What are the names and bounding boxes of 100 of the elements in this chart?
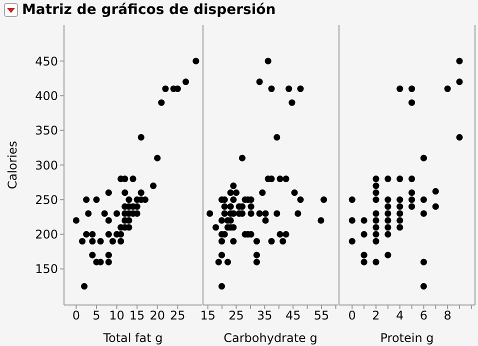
point: [384, 210, 392, 217]
point: [80, 282, 88, 290]
point: [420, 154, 427, 162]
x-tick-label: 10: [109, 308, 124, 323]
point: [372, 210, 380, 217]
x-tick-label: 8: [444, 308, 452, 323]
y-tick-label: 400: [35, 88, 58, 103]
y-tick-label: 250: [35, 192, 58, 207]
point: [396, 217, 404, 224]
point: [158, 99, 165, 106]
point: [348, 217, 356, 224]
point: [113, 210, 120, 217]
point: [89, 231, 96, 238]
point: [384, 252, 392, 258]
point: [72, 217, 80, 224]
x-tick-label: 45: [285, 308, 301, 323]
point: [372, 182, 380, 190]
point: [97, 238, 104, 245]
point: [396, 85, 404, 92]
point: [384, 224, 392, 231]
point: [138, 134, 144, 141]
point: [408, 85, 416, 92]
point: [122, 189, 128, 196]
y-tick-label: 200: [35, 228, 58, 242]
point: [348, 238, 356, 245]
point: [384, 231, 392, 238]
point: [162, 85, 169, 92]
point: [105, 258, 112, 266]
point: [396, 176, 404, 182]
point: [420, 210, 427, 217]
point: [420, 258, 427, 266]
x-tick-label: 0: [72, 308, 80, 323]
x-tick-label: 15: [200, 308, 216, 323]
point: [138, 189, 144, 196]
point: [384, 217, 392, 224]
point: [384, 196, 392, 203]
point: [348, 196, 356, 203]
x-tick-label: 25: [170, 308, 186, 323]
point: [360, 258, 368, 266]
point: [384, 203, 392, 210]
point: [456, 134, 463, 141]
point: [372, 189, 380, 196]
point: [89, 252, 96, 258]
point: [105, 231, 112, 238]
point: [130, 176, 136, 182]
x-axis-title: Carbohydrate g: [224, 331, 318, 345]
x-tick-label: 20: [150, 308, 165, 323]
point: [372, 196, 380, 203]
point: [89, 238, 96, 245]
point: [372, 238, 380, 245]
chart-title: Matriz de gráficos de dispersión: [22, 2, 276, 18]
x-tick-label: 2: [372, 308, 380, 323]
point: [408, 176, 416, 182]
x-axis-title: Protein g: [380, 331, 434, 345]
point: [150, 182, 157, 190]
point: [396, 210, 404, 217]
x-axis-title: Total fat g: [102, 331, 163, 345]
x-tick-label: 6: [420, 308, 428, 323]
point: [372, 231, 380, 238]
y-tick-label: 450: [35, 54, 58, 68]
x-tick-label: 0: [348, 308, 356, 323]
point: [109, 238, 116, 245]
point: [396, 224, 404, 231]
x-tick-label: 5: [92, 308, 100, 323]
x-tick-label: 4: [396, 308, 404, 323]
point: [83, 196, 90, 203]
x-tick-label: 35: [257, 308, 272, 323]
point: [360, 231, 368, 238]
point: [126, 196, 132, 203]
point: [408, 189, 416, 196]
y-axis-title: Calories: [5, 140, 20, 190]
point: [85, 210, 92, 217]
y-tick-label: 350: [35, 124, 58, 138]
point: [372, 258, 380, 266]
point: [360, 252, 368, 258]
point: [105, 217, 112, 224]
point: [126, 217, 132, 224]
point: [432, 188, 439, 195]
point: [372, 224, 380, 231]
y-tick-label: 150: [35, 262, 58, 276]
point: [456, 78, 463, 86]
point: [444, 85, 451, 92]
point: [396, 203, 404, 210]
point: [126, 224, 132, 231]
point: [408, 99, 416, 106]
y-tick-label: 300: [35, 158, 58, 172]
x-tick-label: 15: [129, 308, 145, 323]
point: [118, 238, 124, 245]
point: [396, 196, 404, 203]
point: [384, 176, 392, 182]
point: [360, 217, 368, 224]
point: [372, 217, 380, 224]
point: [118, 231, 124, 238]
point: [83, 231, 90, 238]
point: [101, 210, 108, 217]
point: [78, 238, 86, 245]
point: [420, 282, 427, 290]
x-tick-label: 25: [228, 308, 244, 323]
point: [105, 252, 112, 258]
point: [122, 176, 128, 182]
